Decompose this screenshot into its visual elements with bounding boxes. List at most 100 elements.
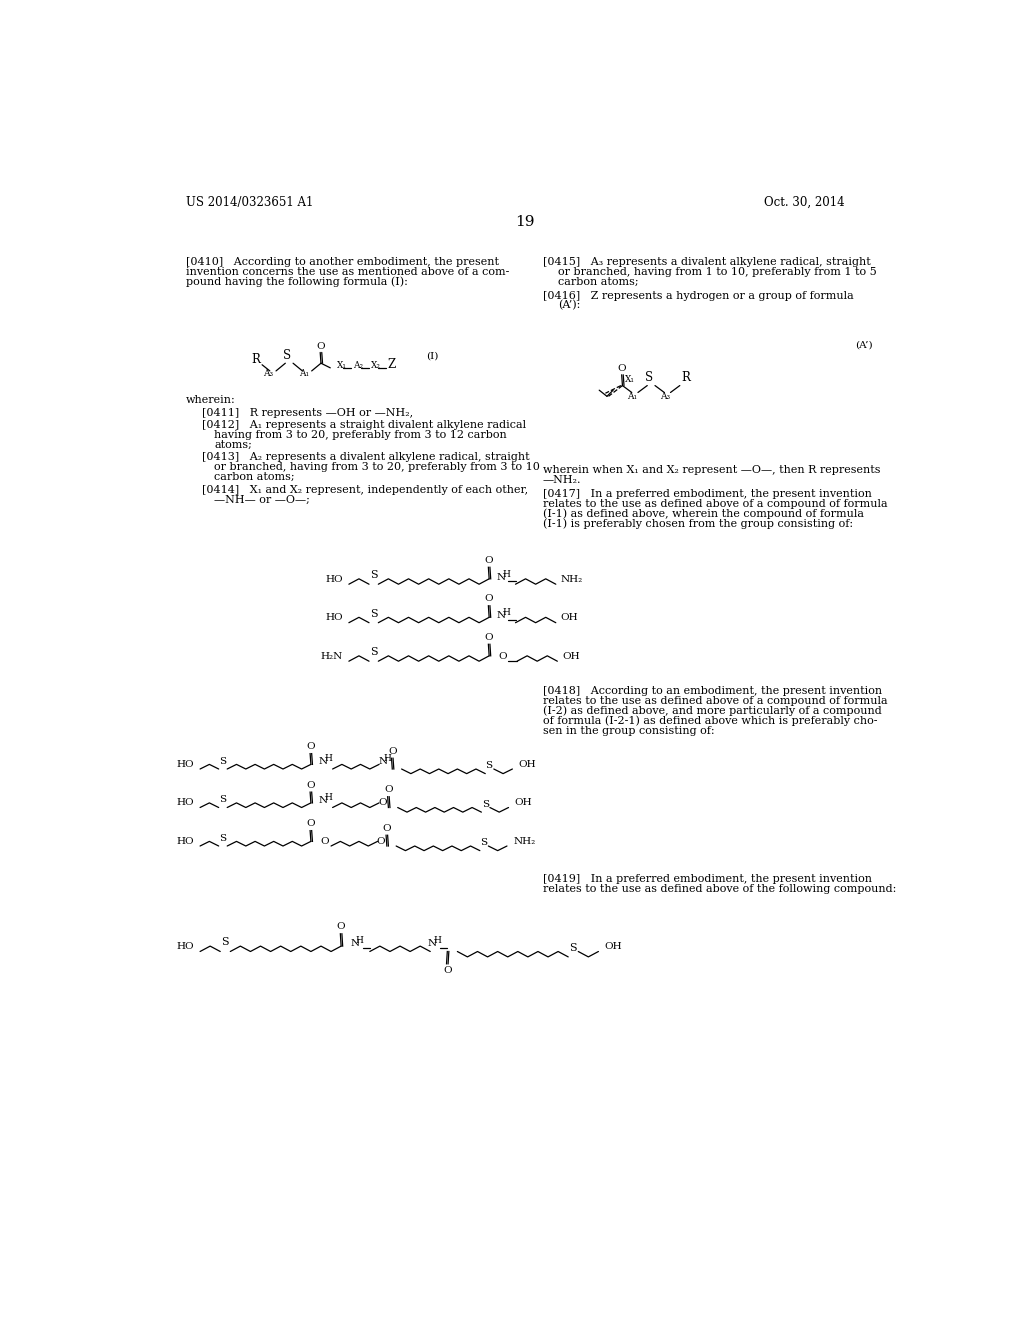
Text: wherein when X₁ and X₂ represent —O—, then R represents: wherein when X₁ and X₂ represent —O—, th… [543, 465, 880, 475]
Text: A₁: A₁ [299, 370, 309, 379]
Text: HO: HO [176, 760, 194, 768]
Text: H: H [324, 754, 332, 763]
Text: O: O [484, 594, 494, 603]
Text: H: H [384, 754, 391, 763]
Text: N: N [318, 796, 328, 805]
Text: NH₂: NH₂ [513, 837, 536, 846]
Text: US 2014/0323651 A1: US 2014/0323651 A1 [186, 197, 313, 209]
Text: A₁: A₁ [628, 392, 638, 401]
Text: wherein:: wherein: [186, 395, 236, 405]
Text: H₂N: H₂N [321, 652, 343, 661]
Text: [0417]   In a preferred embodiment, the present invention: [0417] In a preferred embodiment, the pr… [543, 490, 871, 499]
Text: X₁: X₁ [337, 360, 346, 370]
Text: Z: Z [388, 358, 396, 371]
Text: X₁: X₁ [626, 375, 635, 384]
Text: N: N [428, 939, 437, 948]
Text: S: S [221, 937, 228, 948]
Text: N: N [379, 758, 387, 767]
Text: OH: OH [562, 652, 580, 661]
Text: S: S [481, 800, 488, 809]
Text: O: O [484, 556, 494, 565]
Text: H: H [355, 936, 364, 945]
Text: R: R [681, 371, 690, 384]
Text: (I-2) as defined above, and more particularly of a compound: (I-2) as defined above, and more particu… [543, 706, 882, 717]
Text: S: S [283, 348, 291, 362]
Text: O: O [484, 634, 494, 642]
Text: O: O [306, 781, 315, 789]
Text: H: H [433, 936, 441, 945]
Text: —NH₂.: —NH₂. [543, 475, 582, 484]
Text: O: O [443, 966, 452, 975]
Text: (A’): (A’) [855, 341, 872, 348]
Text: S: S [370, 609, 378, 619]
Text: [0410]   According to another embodiment, the present: [0410] According to another embodiment, … [186, 256, 499, 267]
Text: OH: OH [604, 942, 623, 952]
Text: (A’):: (A’): [558, 300, 581, 310]
Text: O: O [321, 837, 329, 846]
Text: [0416]   Z represents a hydrogen or a group of formula: [0416] Z represents a hydrogen or a grou… [543, 290, 853, 301]
Text: OH: OH [560, 614, 579, 623]
Text: H: H [502, 569, 510, 578]
Text: having from 3 to 20, preferably from 3 to 12 carbon: having from 3 to 20, preferably from 3 t… [214, 430, 507, 440]
Text: (I): (I) [426, 351, 438, 360]
Text: O: O [378, 799, 386, 808]
Text: [0419]   In a preferred embodiment, the present invention: [0419] In a preferred embodiment, the pr… [543, 874, 871, 884]
Text: HO: HO [325, 614, 343, 623]
Text: Oct. 30, 2014: Oct. 30, 2014 [764, 197, 844, 209]
Text: invention concerns the use as mentioned above of a com-: invention concerns the use as mentioned … [186, 267, 510, 277]
Text: H: H [502, 609, 510, 616]
Text: [0412]   A₁ represents a straight divalent alkylene radical: [0412] A₁ represents a straight divalent… [202, 420, 525, 430]
Text: carbon atoms;: carbon atoms; [214, 473, 295, 482]
Text: or branched, having from 1 to 10, preferably from 1 to 5: or branched, having from 1 to 10, prefer… [558, 267, 877, 277]
Text: O: O [498, 652, 507, 661]
Text: A₃: A₃ [660, 392, 670, 401]
Text: S: S [370, 570, 378, 579]
Text: relates to the use as defined above of the following compound:: relates to the use as defined above of t… [543, 884, 896, 894]
Text: S: S [645, 371, 653, 384]
Text: (I-1) is preferably chosen from the group consisting of:: (I-1) is preferably chosen from the grou… [543, 519, 853, 529]
Text: O: O [384, 785, 393, 795]
Text: S: S [219, 795, 226, 804]
Text: N: N [497, 573, 506, 582]
Text: —NH— or —O—;: —NH— or —O—; [214, 495, 310, 504]
Text: N: N [350, 939, 359, 948]
Text: S: S [480, 838, 487, 847]
Text: O: O [337, 923, 345, 932]
Text: S: S [569, 942, 577, 953]
Text: NH₂: NH₂ [560, 576, 583, 583]
Text: relates to the use as defined above of a compound of formula: relates to the use as defined above of a… [543, 499, 887, 510]
Text: relates to the use as defined above of a compound of formula: relates to the use as defined above of a… [543, 697, 887, 706]
Text: or branched, having from 3 to 20, preferably from 3 to 10: or branched, having from 3 to 20, prefer… [214, 462, 540, 473]
Text: sen in the group consisting of:: sen in the group consisting of: [543, 726, 715, 737]
Text: S: S [485, 762, 493, 771]
Text: O: O [315, 342, 325, 351]
Text: A₂: A₂ [352, 360, 362, 370]
Text: A₃: A₃ [263, 368, 273, 378]
Text: HO: HO [176, 942, 194, 952]
Text: [0414]   X₁ and X₂ represent, independently of each other,: [0414] X₁ and X₂ represent, independentl… [202, 484, 527, 495]
Text: [0418]   According to an embodiment, the present invention: [0418] According to an embodiment, the p… [543, 686, 882, 697]
Text: [0413]   A₂ represents a divalent alkylene radical, straight: [0413] A₂ represents a divalent alkylene… [202, 453, 529, 462]
Text: OH: OH [518, 760, 537, 768]
Text: carbon atoms;: carbon atoms; [558, 277, 639, 286]
Text: R: R [252, 354, 260, 366]
Text: (I-1) as defined above, wherein the compound of formula: (I-1) as defined above, wherein the comp… [543, 508, 863, 519]
Text: S: S [370, 647, 378, 657]
Text: HO: HO [176, 837, 194, 846]
Text: O: O [306, 742, 315, 751]
Text: OH: OH [515, 799, 532, 808]
Text: atoms;: atoms; [214, 440, 252, 450]
Text: HO: HO [325, 576, 343, 583]
Text: [0411]   R represents —OH or —NH₂,: [0411] R represents —OH or —NH₂, [202, 408, 413, 417]
Text: S: S [219, 834, 226, 842]
Text: N: N [497, 611, 506, 620]
Text: X₂: X₂ [371, 360, 381, 370]
Text: O: O [617, 364, 626, 374]
Text: 19: 19 [515, 215, 535, 230]
Text: O: O [377, 837, 385, 846]
Text: S: S [219, 756, 226, 766]
Text: [0415]   A₃ represents a divalent alkylene radical, straight: [0415] A₃ represents a divalent alkylene… [543, 256, 870, 267]
Text: H: H [324, 793, 332, 801]
Text: of formula (I-2-1) as defined above which is preferably cho-: of formula (I-2-1) as defined above whic… [543, 715, 878, 726]
Text: pound having the following formula (I):: pound having the following formula (I): [186, 276, 408, 286]
